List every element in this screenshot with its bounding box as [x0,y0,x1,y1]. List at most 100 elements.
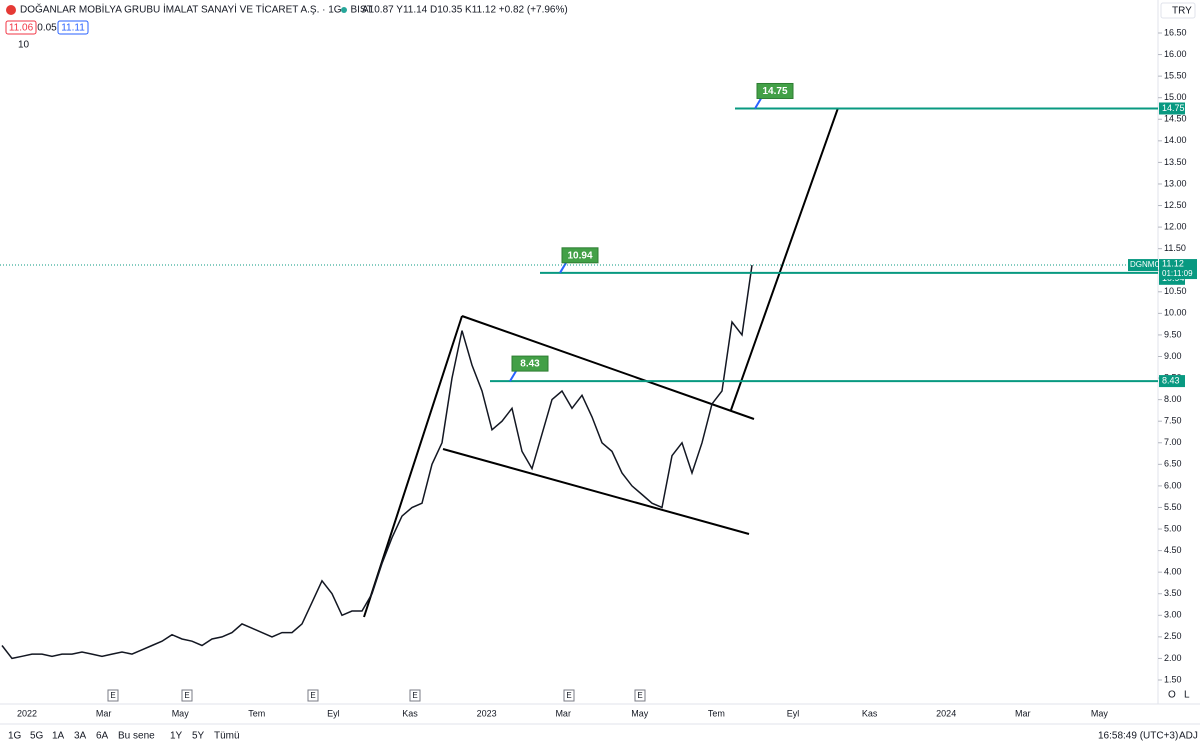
price-tick-label: 5.00 [1164,523,1182,533]
channel-lower [442,448,750,535]
event-label: E [110,691,115,700]
price-tick-label: 4.50 [1164,545,1182,555]
price-tick-label: 4.00 [1164,567,1182,577]
price-tick-label: 16.00 [1164,49,1187,59]
level-label: 14.75 [762,86,787,97]
time-label: Tem [708,708,725,718]
price-line [1,264,753,660]
event-marker[interactable] [409,689,421,702]
range-button[interactable]: 3A [74,731,87,742]
event-label: E [310,691,315,700]
bid: 11.06 [9,23,34,34]
range-button[interactable]: 1A [52,731,65,742]
scale-o[interactable]: O [1168,690,1176,701]
event-marker[interactable] [307,689,319,702]
level-label: 8.43 [520,359,540,370]
price-tick-label: 13.50 [1164,157,1187,167]
label-pointer [509,370,517,382]
price-tick-label: 16.50 [1164,27,1187,37]
range-button[interactable]: Bu sene [118,731,155,742]
price-tick-label: 5.50 [1164,502,1182,512]
range-button[interactable]: 1G [8,731,22,742]
event-label: E [184,691,189,700]
price-tick-label: 7.00 [1164,437,1182,447]
time-label: 2024 [936,708,956,718]
price-tick-label: 3.00 [1164,610,1182,620]
range-button[interactable]: Tümü [214,731,240,742]
axis-tag-label: 8.43 [1162,375,1180,385]
time-label: Kas [862,708,878,718]
price-tick-label: 12.50 [1164,200,1187,210]
price-tick-label: 14.00 [1164,135,1187,145]
currency: TRY [1172,6,1192,17]
price-tick-label: 6.00 [1164,480,1182,490]
time-label: 2023 [477,708,497,718]
market-status [341,7,347,13]
axis-tag-label: 14.75 [1162,103,1185,113]
adj[interactable]: ADJ [1179,731,1198,742]
time-label: Eyl [327,708,340,718]
price-tick-label: 3.50 [1164,588,1182,598]
price-tick-label: 7.50 [1164,416,1182,426]
label-pointer [559,262,567,274]
price-tick-label: 12.00 [1164,221,1187,231]
time-label: May [172,708,190,718]
axis-tag [1159,375,1185,388]
price-tick-label: 11.50 [1164,243,1186,253]
symbol-tag [1128,259,1158,272]
symbol-logo [6,5,16,15]
time-label: Mar [1015,708,1031,718]
time-label: Kas [402,708,418,718]
countdown: 01:11:09 [1162,269,1193,278]
price-tick-label: 15.00 [1164,92,1187,102]
symbol-tag-label: DGNMO [1130,260,1161,269]
currency-button[interactable] [1160,2,1196,19]
range-button[interactable]: 5Y [192,731,205,742]
bid-box[interactable] [5,20,37,35]
scale-l[interactable]: L [1184,690,1190,701]
event-label: E [566,691,571,700]
range-button[interactable]: 1Y [170,731,183,742]
channel-upper [461,315,755,420]
event-marker[interactable] [181,689,193,702]
time-label: 2022 [17,708,37,718]
price-tick-label: 8.00 [1164,394,1182,404]
range-button[interactable]: 6A [96,731,109,742]
event-marker[interactable] [107,689,119,702]
last-price: 11.12 [1162,258,1184,268]
event-label: E [412,691,417,700]
price-tick-label: 2.00 [1164,653,1182,663]
ask-box[interactable] [57,20,89,35]
level-label-box [511,355,549,372]
level-label-box [561,247,599,264]
label-pointer [754,97,762,109]
time-label: Mar [96,708,112,718]
event-label: E [637,691,642,700]
time-label: May [631,708,649,718]
last-price-tag [1159,259,1197,280]
price-tick-label: 13.00 [1164,178,1187,188]
spread: 0.05 [37,23,57,34]
event-marker[interactable] [634,689,646,702]
price-tick-label: 14.50 [1164,114,1187,124]
level-label-box [756,82,794,99]
axis-tag [1159,102,1185,115]
level-label: 10.94 [567,250,592,261]
price-tick-label: 15.50 [1164,71,1187,81]
price-tick-label: 2.50 [1164,631,1182,641]
price-tick-label: 1.50 [1164,674,1182,684]
time-label: May [1091,708,1109,718]
event-marker[interactable] [563,689,575,702]
ohlc: A10.87 Y11.14 D10.35 K11.12 +0.82 (+7.96… [362,5,568,16]
time-label: Tem [248,708,265,718]
range-button[interactable]: 5G [30,731,44,742]
ask: 11.11 [61,23,85,34]
volume-length: 10 [18,40,30,51]
time-label: Eyl [787,708,800,718]
price-tick-label: 10.50 [1164,286,1187,296]
target-line [730,107,839,411]
price-tick-label: 9.00 [1164,351,1182,361]
